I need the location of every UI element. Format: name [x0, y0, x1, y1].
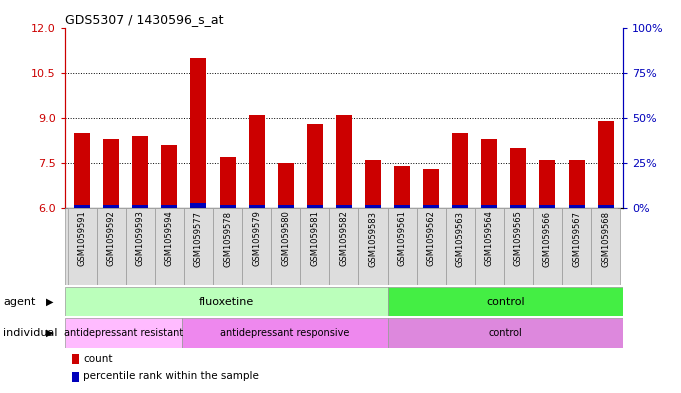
Text: GSM1059564: GSM1059564	[485, 211, 494, 266]
Bar	[155, 208, 184, 285]
Text: percentile rank within the sample: percentile rank within the sample	[83, 371, 259, 381]
Text: GSM1059577: GSM1059577	[194, 211, 203, 266]
Bar	[475, 208, 504, 285]
Bar	[126, 208, 155, 285]
Text: individual: individual	[3, 328, 58, 338]
Bar	[423, 205, 439, 208]
Bar	[65, 287, 388, 316]
Bar	[219, 205, 236, 208]
Bar	[336, 115, 352, 208]
Bar	[365, 160, 381, 208]
Text: ▶: ▶	[46, 328, 54, 338]
Bar	[74, 205, 90, 208]
Bar	[452, 205, 469, 208]
Bar	[388, 318, 623, 348]
Bar	[598, 121, 614, 208]
Bar	[213, 208, 242, 285]
Text: GSM1059567: GSM1059567	[572, 211, 581, 266]
Text: GDS5307 / 1430596_s_at: GDS5307 / 1430596_s_at	[65, 13, 223, 26]
Text: GSM1059578: GSM1059578	[223, 211, 232, 266]
Bar	[104, 205, 119, 208]
Text: GSM1059565: GSM1059565	[514, 211, 523, 266]
Bar	[132, 136, 148, 208]
Bar	[591, 208, 620, 285]
Bar	[394, 166, 410, 208]
Bar	[452, 133, 469, 208]
Bar	[539, 160, 556, 208]
Bar	[562, 208, 591, 285]
Bar	[72, 372, 79, 382]
Text: agent: agent	[3, 297, 36, 307]
Text: GSM1059568: GSM1059568	[601, 211, 610, 266]
Text: GSM1059563: GSM1059563	[456, 211, 464, 266]
Text: antidepressant resistant: antidepressant resistant	[64, 328, 183, 338]
Bar	[249, 205, 265, 208]
Text: GSM1059583: GSM1059583	[368, 211, 377, 266]
Text: GSM1059591: GSM1059591	[78, 211, 86, 266]
Bar	[278, 205, 294, 208]
Bar	[65, 318, 183, 348]
Bar	[569, 205, 584, 208]
Bar	[278, 163, 294, 208]
Bar	[249, 115, 265, 208]
Bar	[365, 205, 381, 208]
Text: control: control	[489, 328, 522, 338]
Text: GSM1059579: GSM1059579	[252, 211, 261, 266]
Bar	[330, 208, 358, 285]
Text: GSM1059562: GSM1059562	[427, 211, 436, 266]
Bar	[97, 208, 126, 285]
Bar	[481, 139, 497, 208]
Bar	[388, 287, 623, 316]
Bar	[161, 145, 177, 208]
Text: GSM1059580: GSM1059580	[281, 211, 290, 266]
Bar	[219, 157, 236, 208]
Bar	[67, 208, 97, 285]
Bar	[417, 208, 445, 285]
Bar	[242, 208, 271, 285]
Bar	[336, 205, 352, 208]
Bar	[307, 124, 323, 208]
Text: GSM1059592: GSM1059592	[107, 211, 116, 266]
Bar	[511, 205, 526, 208]
Bar	[161, 205, 177, 208]
Text: GSM1059581: GSM1059581	[311, 211, 319, 266]
Bar	[184, 208, 213, 285]
Bar	[191, 58, 206, 208]
Bar	[533, 208, 562, 285]
Text: control: control	[486, 297, 525, 307]
Text: antidepressant responsive: antidepressant responsive	[221, 328, 350, 338]
Bar	[481, 205, 497, 208]
Bar	[74, 133, 90, 208]
Text: GSM1059593: GSM1059593	[136, 211, 145, 266]
Bar	[598, 205, 614, 208]
Bar	[132, 205, 148, 208]
Bar	[358, 208, 387, 285]
Text: ▶: ▶	[46, 297, 54, 307]
Bar	[271, 208, 300, 285]
Bar	[445, 208, 475, 285]
Text: GSM1059566: GSM1059566	[543, 211, 552, 266]
Bar	[191, 203, 206, 208]
Bar	[423, 169, 439, 208]
Bar	[387, 208, 417, 285]
Bar	[72, 354, 79, 364]
Bar	[394, 205, 410, 208]
Bar	[511, 148, 526, 208]
Bar	[307, 205, 323, 208]
Text: GSM1059582: GSM1059582	[339, 211, 349, 266]
Bar	[504, 208, 533, 285]
Bar	[539, 205, 556, 208]
Text: GSM1059594: GSM1059594	[165, 211, 174, 266]
Bar	[300, 208, 330, 285]
Text: count: count	[83, 354, 113, 364]
Text: fluoxetine: fluoxetine	[199, 297, 254, 307]
Bar	[183, 318, 388, 348]
Bar	[104, 139, 119, 208]
Text: GSM1059561: GSM1059561	[398, 211, 407, 266]
Bar	[569, 160, 584, 208]
